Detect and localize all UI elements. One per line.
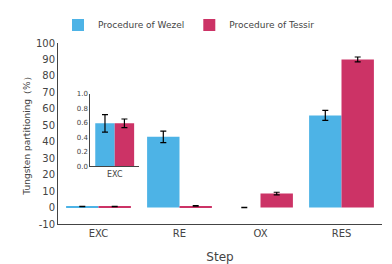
svg-text:80: 80 — [42, 70, 55, 81]
svg-text:Procedure of Tessir: Procedure of Tessir — [229, 20, 314, 30]
svg-text:Tungsten partitioning（%）: Tungsten partitioning（%） — [22, 72, 32, 195]
svg-text:RES: RES — [332, 228, 352, 239]
svg-text:90: 90 — [42, 54, 55, 65]
svg-text:0.2: 0.2 — [77, 148, 88, 156]
svg-text:40: 40 — [42, 136, 55, 147]
svg-text:EXC: EXC — [107, 170, 123, 179]
svg-text:100: 100 — [36, 38, 55, 49]
svg-text:70: 70 — [42, 87, 55, 98]
svg-text:20: 20 — [42, 169, 55, 180]
svg-text:1.0: 1.0 — [77, 90, 88, 98]
svg-text:50: 50 — [42, 120, 55, 131]
svg-text:0: 0 — [49, 202, 55, 213]
svg-text:RE: RE — [173, 228, 186, 239]
svg-text:Procedure of Wezel: Procedure of Wezel — [98, 20, 184, 30]
svg-text:-10: -10 — [39, 219, 55, 230]
svg-text:OX: OX — [253, 228, 267, 239]
svg-text:60: 60 — [42, 103, 55, 114]
svg-text:0.0: 0.0 — [77, 163, 88, 171]
svg-text:0.6: 0.6 — [77, 119, 89, 127]
svg-text:10: 10 — [42, 186, 55, 197]
svg-text:EXC: EXC — [89, 228, 108, 239]
svg-text:0.8: 0.8 — [77, 105, 88, 113]
svg-text:Step: Step — [206, 250, 233, 264]
svg-text:0.4: 0.4 — [77, 134, 89, 142]
svg-text:30: 30 — [42, 153, 55, 164]
